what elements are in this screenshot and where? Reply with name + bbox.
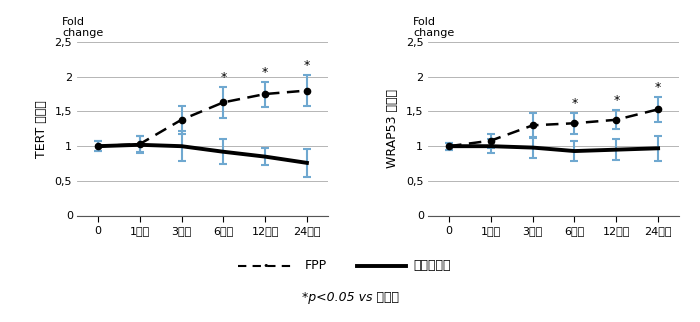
- Text: *: *: [304, 60, 310, 72]
- Text: 0: 0: [417, 211, 424, 221]
- Text: 0: 0: [66, 211, 73, 221]
- Text: *p<0.05 vs 開始時: *p<0.05 vs 開始時: [302, 291, 398, 304]
- Text: *: *: [613, 94, 620, 107]
- Text: *: *: [571, 97, 577, 110]
- Y-axis label: TERT 活性度: TERT 活性度: [34, 100, 48, 158]
- Text: Fold
change: Fold change: [62, 17, 103, 38]
- Text: Fold
change: Fold change: [413, 17, 454, 38]
- Text: FPP: FPP: [304, 259, 327, 272]
- Y-axis label: WRAP53 活性度: WRAP53 活性度: [386, 89, 399, 168]
- Text: *: *: [220, 71, 226, 84]
- Text: *: *: [262, 66, 268, 79]
- Text: *: *: [655, 81, 662, 94]
- Text: 抗酸化物質: 抗酸化物質: [413, 259, 451, 272]
- Text: •: •: [262, 260, 270, 271]
